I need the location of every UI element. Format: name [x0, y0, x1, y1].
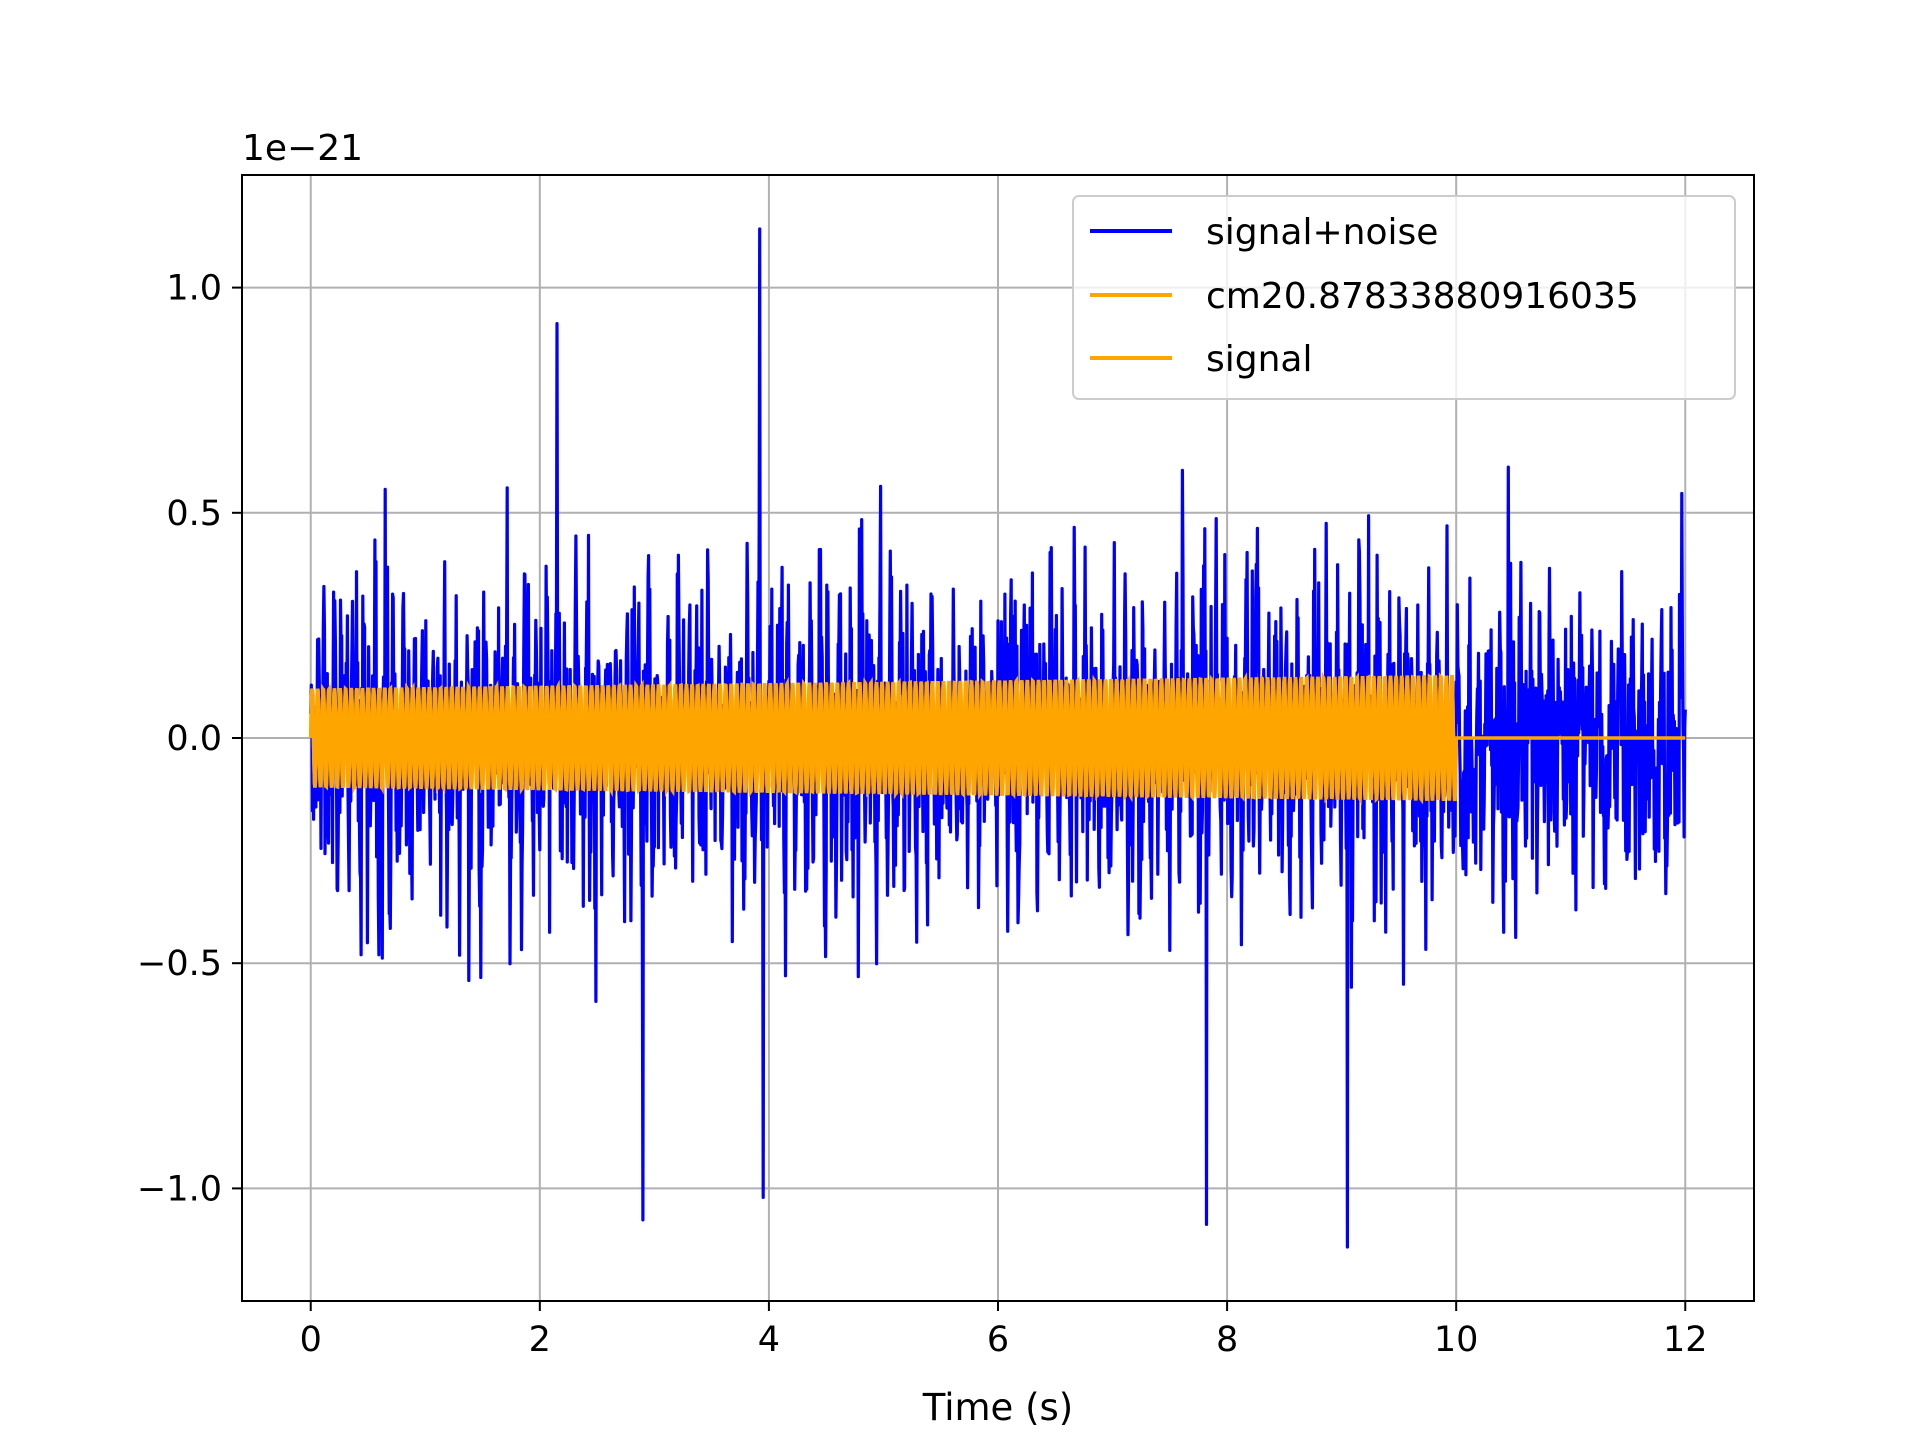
- series-line-signal-noise: [309, 227, 1687, 1249]
- y-tick-label: 1.0: [166, 269, 222, 309]
- x-tick-label: 6: [987, 1320, 1009, 1360]
- x-axis-label: Time (s): [922, 1386, 1073, 1429]
- y-tick-label: −1.0: [137, 1169, 222, 1209]
- x-tick-label: 0: [300, 1320, 322, 1360]
- legend-label-signal-noise: signal+noise: [1206, 212, 1438, 253]
- x-tick-label: 8: [1216, 1320, 1238, 1360]
- y-offset-label: 1e−21: [242, 128, 363, 169]
- x-tick-label: 2: [529, 1320, 551, 1360]
- y-tick-label: 0.5: [166, 494, 222, 534]
- y-tick-label: 0.0: [166, 719, 222, 759]
- y-tick-label: −0.5: [137, 944, 222, 984]
- legend: signal+noise cm20.87833880916035 signal: [1072, 195, 1736, 400]
- series-line-signal: [308, 672, 1686, 804]
- x-tick-label: 12: [1663, 1320, 1708, 1360]
- legend-box: [1072, 195, 1736, 400]
- x-tick-label: 4: [758, 1320, 780, 1360]
- x-tick-label: 10: [1434, 1320, 1479, 1360]
- ticks: 0 2 4 6 8 10 12 −1.0 −0.5 0.0 0.5 1.0: [137, 269, 1708, 1360]
- legend-label-signal: signal: [1206, 339, 1313, 380]
- series-layer: [308, 227, 1687, 1249]
- legend-label-cm: cm20.87833880916035: [1206, 276, 1639, 317]
